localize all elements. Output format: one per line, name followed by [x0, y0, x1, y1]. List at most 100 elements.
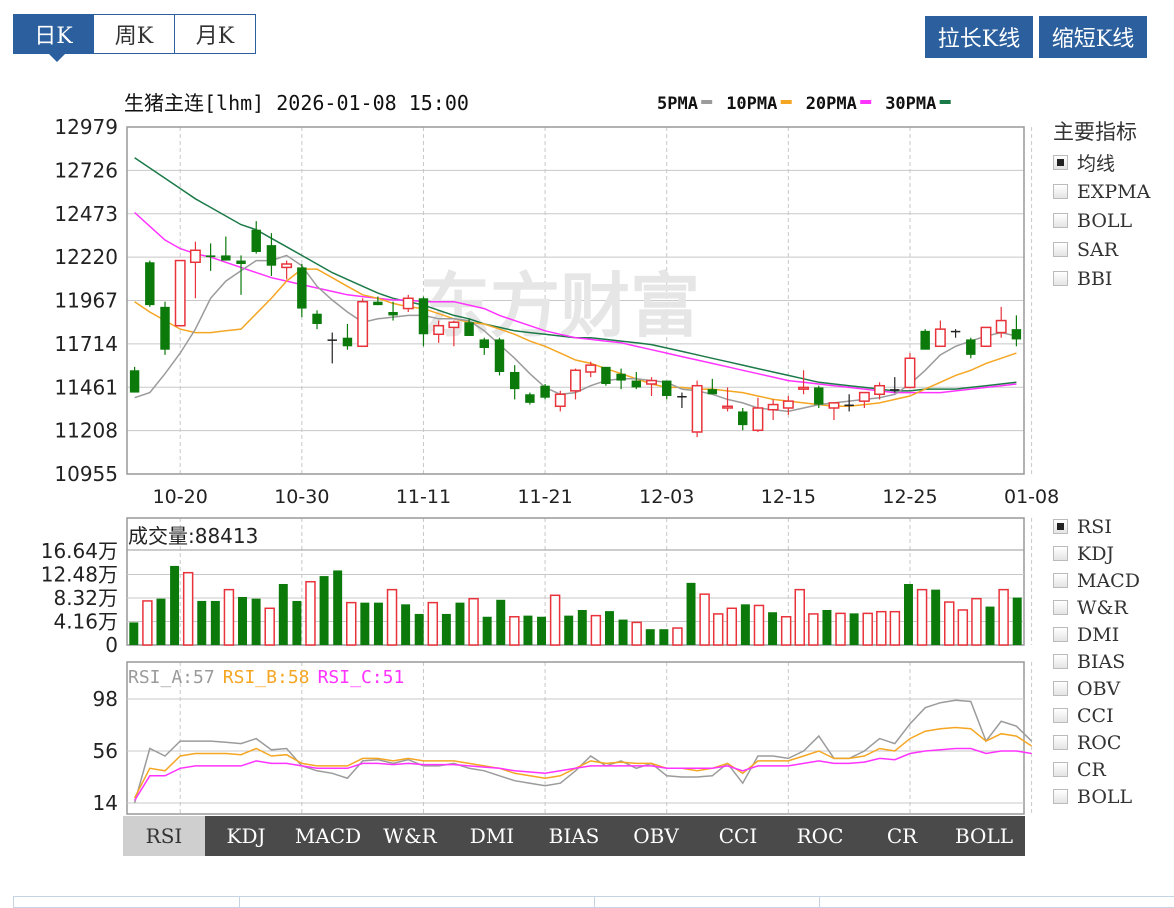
table-cell — [14, 897, 240, 907]
main-item-sar[interactable]: SAR — [1053, 235, 1150, 264]
stretch-kline-button[interactable]: 拉长K线 — [925, 16, 1033, 58]
main-item-bbi[interactable]: BBI — [1053, 264, 1150, 293]
checkbox-icon — [1053, 627, 1068, 642]
volume-bar — [726, 607, 738, 646]
indicator-tab-rsi[interactable]: RSI — [123, 816, 205, 856]
candle-body — [205, 255, 216, 258]
candle-body — [327, 339, 337, 341]
indicator-tab-roc[interactable]: ROC — [796, 824, 844, 848]
candle-body — [509, 371, 520, 390]
volume-bar — [305, 580, 316, 646]
indicator-tab-kdj[interactable]: KDJ — [226, 824, 266, 848]
checkbox-icon — [1053, 600, 1068, 615]
tab-monthly[interactable]: 月K — [175, 14, 256, 54]
indicator-tab-dmi[interactable]: DMI — [469, 824, 515, 848]
candle-body — [357, 300, 369, 348]
date-tick-label: 11-11 — [396, 486, 451, 508]
indicator-tab-boll[interactable]: BOLL — [954, 824, 1014, 848]
sub-item-rsi[interactable]: RSI — [1053, 513, 1140, 540]
checkbox-icon — [1053, 519, 1068, 534]
sub-item-kdj[interactable]: KDJ — [1053, 540, 1140, 567]
candle-body — [738, 411, 748, 426]
candle-body — [767, 403, 779, 411]
main-item-ma[interactable]: 均线 — [1053, 148, 1150, 177]
main-item-boll[interactable]: BOLL — [1053, 206, 1150, 235]
volume-bar — [197, 600, 207, 645]
sub-item-macd[interactable]: MACD — [1053, 567, 1140, 594]
volume-bar — [427, 601, 439, 646]
candle-body — [464, 322, 474, 336]
shorten-kline-button[interactable]: 缩短K线 — [1039, 16, 1147, 58]
candle-body — [904, 357, 916, 389]
candle-body — [752, 407, 764, 432]
sub-item-label: MACD — [1077, 569, 1140, 592]
candle-body — [707, 389, 718, 395]
candle-body — [221, 255, 231, 261]
volume-bar — [1012, 597, 1022, 645]
tab-daily[interactable]: 日K — [13, 14, 94, 62]
candle-body — [342, 337, 353, 347]
sub-item-cci[interactable]: CCI — [1053, 702, 1140, 729]
candle-body — [1011, 329, 1022, 340]
indicator-tab-macd[interactable]: MACD — [294, 824, 362, 848]
candle-body — [631, 380, 642, 388]
indicator-tab-obv[interactable]: OBV — [633, 824, 679, 848]
legend-swatch — [780, 100, 792, 104]
legend-10pma: 10PMA — [726, 94, 777, 114]
volume-bar — [753, 604, 765, 646]
volume-tick-label: 16.64万 — [41, 539, 118, 563]
indicator-tab-cr[interactable]: CR — [886, 824, 918, 848]
volume-bar — [182, 571, 194, 646]
sub-item-boll[interactable]: BOLL — [1053, 783, 1140, 810]
sub-item-label: BIAS — [1077, 650, 1126, 673]
date-tick-label: 12-15 — [761, 486, 816, 508]
sub-indicator-panel: RSI KDJ MACD W&R DMI BIAS OBV CCI ROC CR… — [1053, 513, 1140, 810]
indicator-tab-cci[interactable]: CCI — [718, 824, 758, 848]
volume-bar — [251, 598, 261, 645]
candle-body — [494, 339, 505, 372]
main-item-expma[interactable]: EXPMA — [1053, 177, 1150, 206]
volume-bar — [414, 613, 424, 645]
volume-bar — [319, 576, 329, 645]
indicator-tab-bias[interactable]: BIAS — [548, 824, 600, 848]
rsi-panel-frame — [126, 661, 1025, 815]
volume-bar — [346, 601, 357, 646]
candle-body — [479, 339, 489, 348]
indicator-tab-wr[interactable]: W&R — [383, 824, 437, 848]
candle-body — [448, 321, 460, 329]
legend-swatch — [860, 100, 872, 104]
candle-body — [418, 298, 429, 335]
tab-weekly[interactable]: 周K — [94, 14, 175, 54]
volume-title: 成交量:88413 — [128, 524, 258, 548]
sub-item-dmi[interactable]: DMI — [1053, 621, 1140, 648]
candle-body — [312, 313, 322, 324]
volume-bar — [808, 613, 819, 646]
candle-body — [844, 404, 854, 407]
candle-body — [858, 391, 870, 402]
sub-item-wr[interactable]: W&R — [1053, 594, 1140, 621]
candle-body — [388, 311, 398, 316]
volume-bar — [659, 629, 669, 645]
volume-bar — [509, 616, 520, 646]
volume-bar — [794, 588, 805, 646]
volume-bar — [998, 588, 1009, 646]
volume-bar — [862, 612, 873, 646]
price-tick-label: 11208 — [54, 419, 118, 443]
sub-item-roc[interactable]: ROC — [1053, 729, 1140, 756]
sub-item-cr[interactable]: CR — [1053, 756, 1140, 783]
sub-item-label: CCI — [1077, 704, 1114, 727]
main-item-label: BBI — [1077, 267, 1113, 290]
sub-item-bias[interactable]: BIAS — [1053, 648, 1140, 675]
candle-body — [402, 297, 414, 310]
period-tabs: 日K 周K 月K — [13, 14, 256, 62]
candle-body — [662, 380, 672, 396]
volume-bar — [549, 594, 561, 646]
checkbox-icon — [1053, 681, 1068, 696]
sub-item-obv[interactable]: OBV — [1053, 675, 1140, 702]
volume-bar — [699, 593, 710, 646]
price-tick-label: 11967 — [54, 289, 118, 313]
volume-bar — [373, 602, 383, 645]
legend-swatch — [701, 100, 713, 104]
volume-bar — [386, 588, 398, 646]
sub-item-label: OBV — [1077, 677, 1121, 700]
